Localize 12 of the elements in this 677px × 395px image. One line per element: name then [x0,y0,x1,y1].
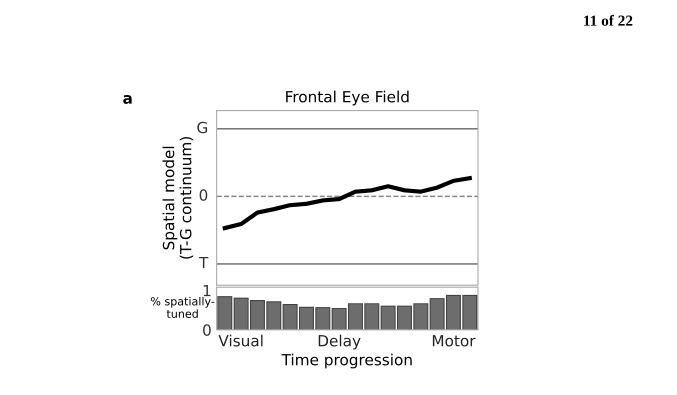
ref-line-label: G [197,122,208,134]
y-tick-label: 1 [204,284,210,296]
chart-title: Frontal Eye Field [286,90,409,106]
x-axis-title: Time progression [282,354,412,368]
y-axis-title: Spatial model (T-G continuum) [162,137,194,259]
text: a [123,95,132,104]
y-axis-title: % spatially- tuned [150,296,214,318]
x-tick-label: Delay [318,334,361,350]
ref-line-label: T [198,256,208,268]
x-tick-label: Visual [218,334,263,347]
x-tick-label: Motor [432,335,476,347]
text: 11 of 22 [584,14,632,26]
